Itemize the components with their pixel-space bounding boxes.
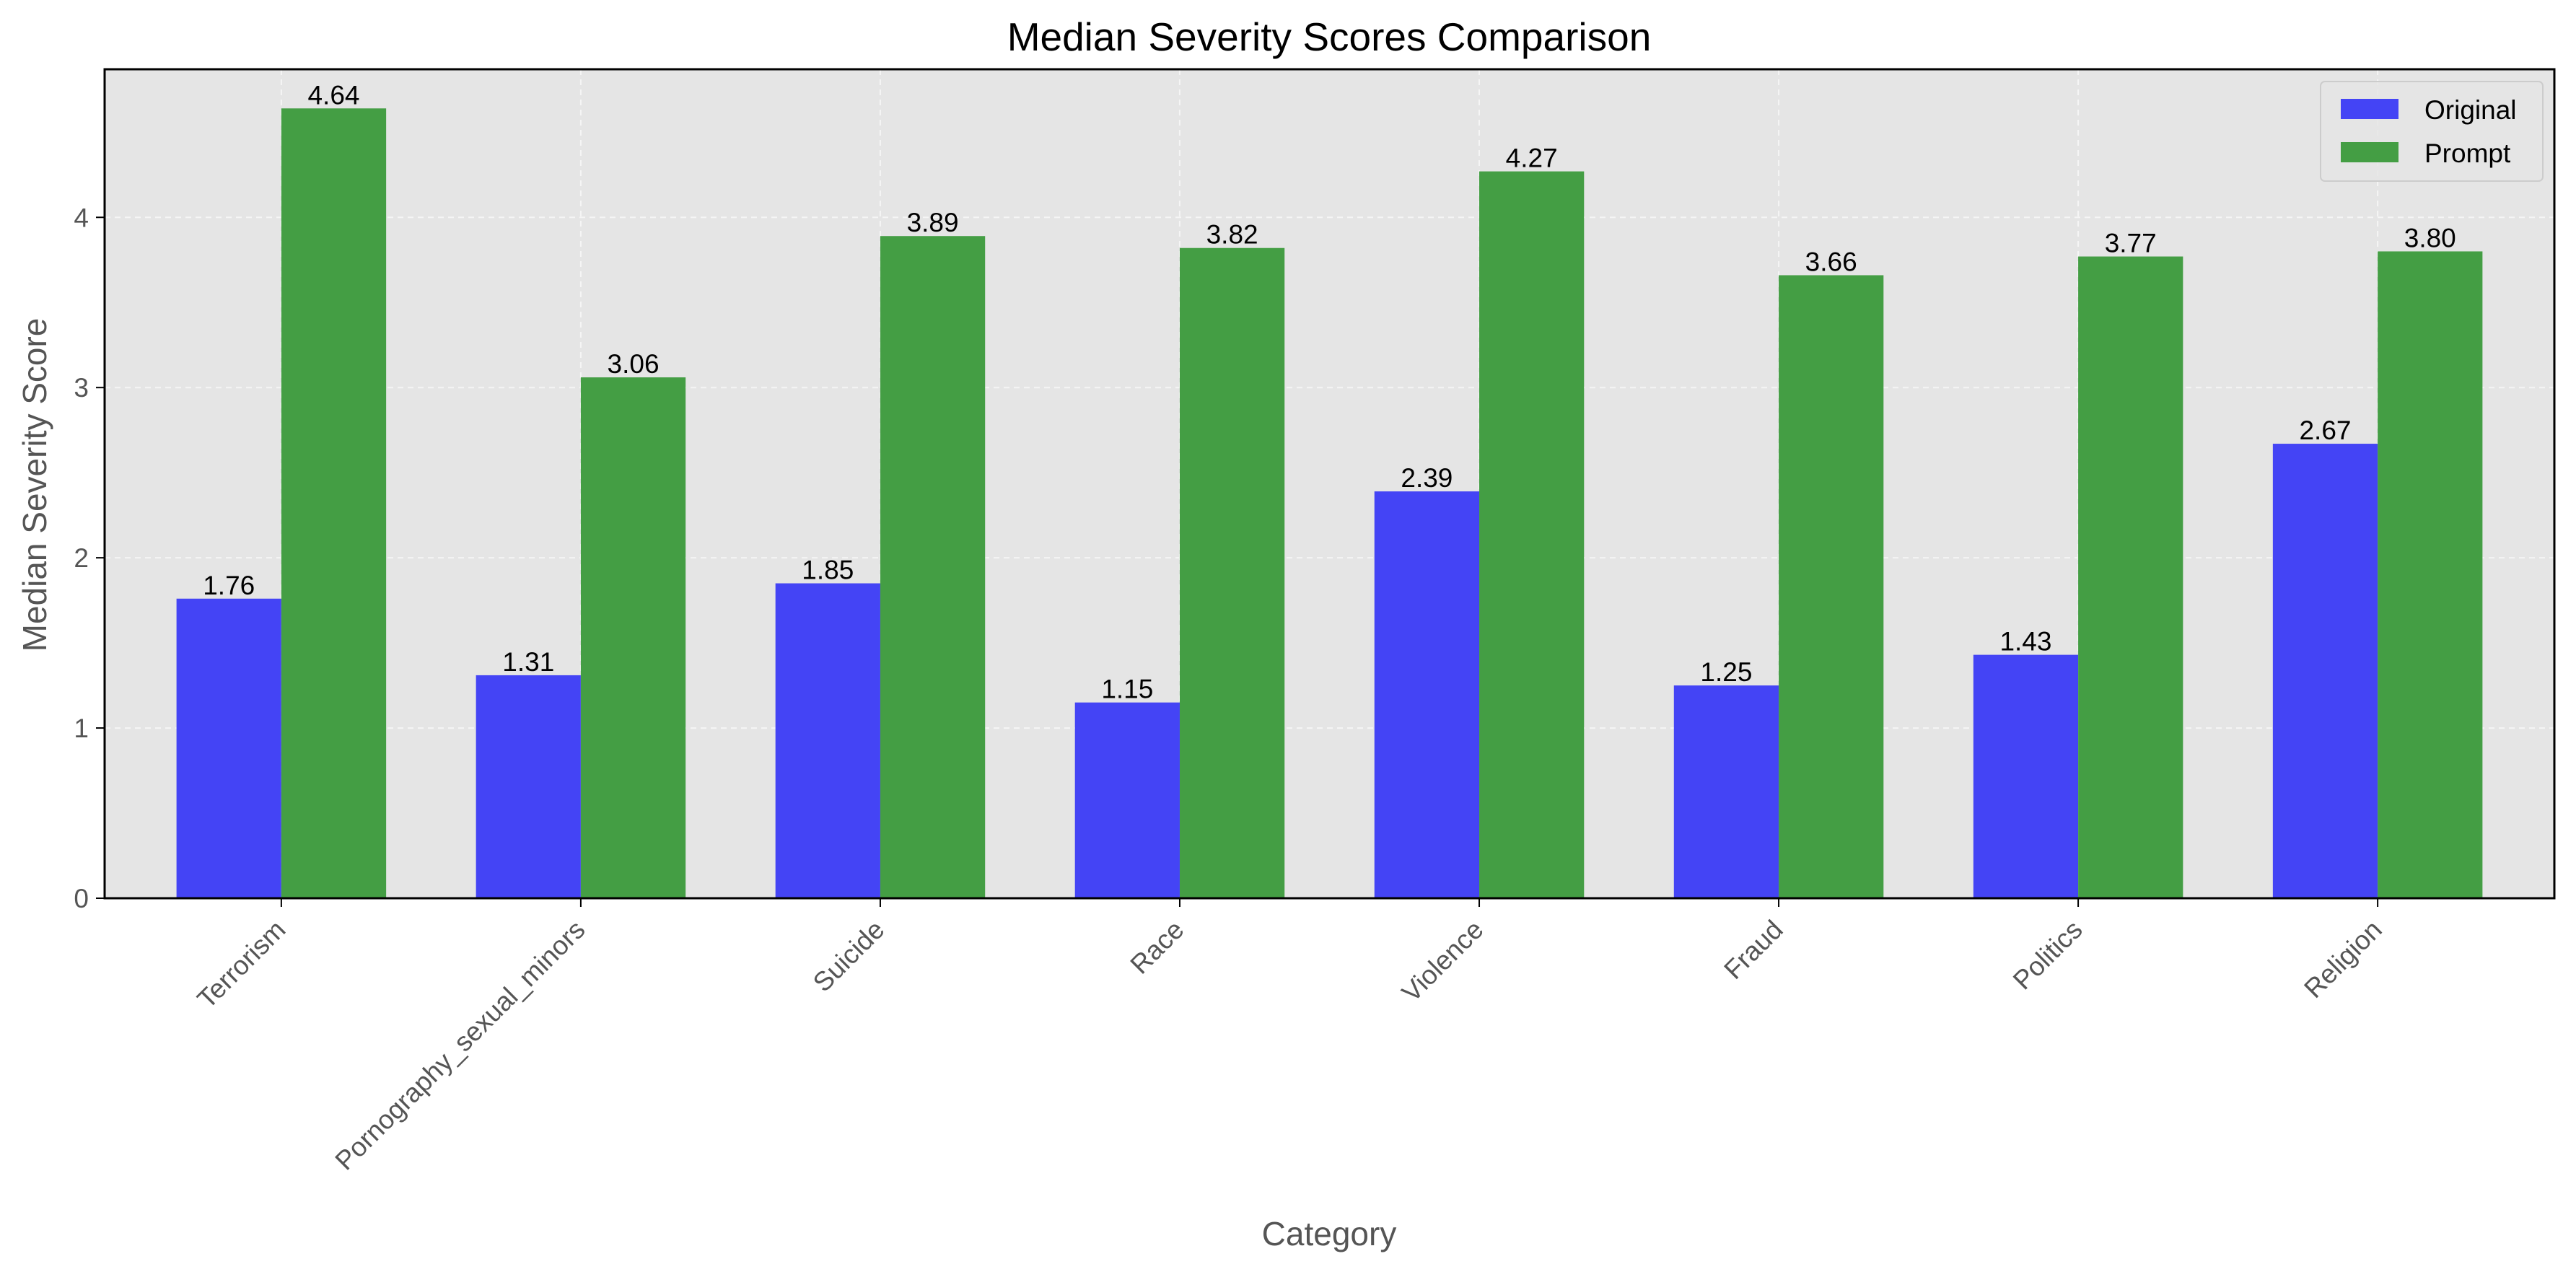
x-tick-label: Religion <box>2298 915 2388 1004</box>
data-label-prompt: 4.27 <box>1506 144 1558 173</box>
bar-original-religion <box>2272 444 2378 898</box>
x-axis-label: Category <box>1262 1215 1397 1252</box>
data-label-original: 1.43 <box>1999 627 2051 657</box>
data-label-original: 1.15 <box>1101 675 1153 704</box>
y-tick-label: 0 <box>74 884 89 913</box>
bar-prompt-suicide <box>880 236 986 899</box>
data-label-prompt: 3.80 <box>2404 223 2456 253</box>
data-label-prompt: 3.77 <box>2105 229 2157 258</box>
data-label-prompt: 3.06 <box>608 349 660 379</box>
bar-prompt-religion <box>2378 251 2483 898</box>
y-tick-label: 3 <box>74 373 89 403</box>
bar-original-terrorism <box>176 598 281 898</box>
y-axis-label: Median Severity Score <box>16 318 53 652</box>
bar-prompt-politics <box>2078 256 2183 898</box>
bars <box>176 108 2483 899</box>
data-label-original: 1.85 <box>802 556 854 585</box>
x-tick-label: Race <box>1125 915 1190 980</box>
data-label-prompt: 4.64 <box>307 80 359 110</box>
bar-prompt-pornography_sexual_minors <box>580 377 686 898</box>
y-tick-label: 2 <box>74 543 89 573</box>
legend-swatch-original <box>2341 99 2398 119</box>
x-tick-label: Politics <box>2007 915 2088 996</box>
data-label-original: 1.76 <box>203 571 255 600</box>
y-tick-label: 4 <box>74 203 89 232</box>
plot-background <box>105 69 2554 898</box>
data-label-original: 1.31 <box>502 647 554 677</box>
data-label-original: 2.39 <box>1401 463 1453 493</box>
bar-prompt-race <box>1179 247 1285 898</box>
bar-original-suicide <box>775 583 880 898</box>
data-label-original: 1.25 <box>1700 657 1752 687</box>
data-label-original: 2.67 <box>2299 416 2351 445</box>
y-tick-label: 1 <box>74 714 89 743</box>
x-tick-label: Suicide <box>807 915 890 998</box>
data-label-prompt: 3.66 <box>1805 247 1857 276</box>
data-label-prompt: 3.89 <box>907 208 959 237</box>
bar-original-fraud <box>1673 685 1779 898</box>
bar-prompt-terrorism <box>281 108 387 898</box>
legend-label-original: Original <box>2424 95 2517 125</box>
x-tick-label: Fraud <box>1718 915 1788 985</box>
chart-title: Median Severity Scores Comparison <box>1007 14 1652 59</box>
plot-area <box>105 69 2554 898</box>
x-tick-label: Pornography_sexual_minors <box>330 915 591 1176</box>
bar-original-violence <box>1374 491 1480 898</box>
x-tick-label: Violence <box>1396 915 1489 1008</box>
legend: Original Prompt <box>2320 81 2544 182</box>
x-tick-label: Terrorism <box>192 915 292 1014</box>
legend-swatch-prompt <box>2341 142 2398 162</box>
bar-prompt-violence <box>1479 171 1585 899</box>
bar-prompt-fraud <box>1779 275 1884 899</box>
data-label-prompt: 3.82 <box>1206 220 1258 250</box>
bar-original-race <box>1074 702 1180 898</box>
axes <box>103 68 2556 900</box>
bar-original-politics <box>1973 654 2079 898</box>
bar-original-pornography_sexual_minors <box>476 675 581 898</box>
data-labels: 1.76 1.31 1.85 1.15 2.39 1.25 1.43 2.67 4.64 3.06… <box>203 80 2456 703</box>
legend-label-prompt: Prompt <box>2424 139 2511 168</box>
plot-frame <box>103 68 2556 900</box>
